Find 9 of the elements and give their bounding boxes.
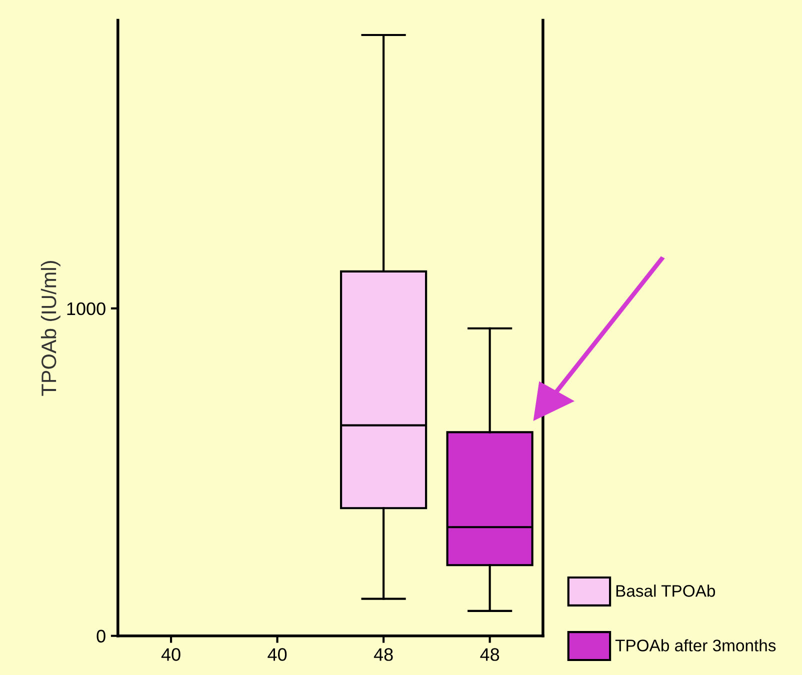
y-tick-label: 1000	[67, 302, 106, 316]
y-axis-title: TPOAb (IU/ml)	[40, 261, 60, 396]
x-tick-label: 48	[374, 648, 393, 661]
legend-label: TPOAb after 3months	[615, 639, 776, 652]
x-tick-label: 40	[161, 648, 180, 661]
x-tick-label: 48	[480, 648, 500, 661]
y-tick-label: 0	[96, 630, 106, 643]
legend-label: Basal TPOAb	[616, 584, 716, 597]
x-tick-label: 40	[268, 648, 287, 661]
